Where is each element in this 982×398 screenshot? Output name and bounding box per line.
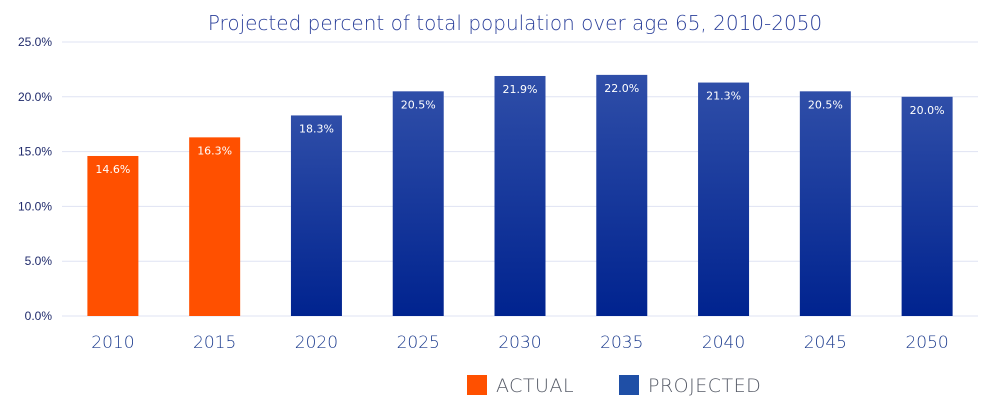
data-label: 20.5%	[401, 98, 436, 111]
data-label: 16.3%	[197, 144, 232, 157]
data-label: 21.9%	[503, 83, 538, 96]
data-label: 21.3%	[706, 90, 741, 103]
legend-swatch-actual	[467, 375, 487, 395]
y-tick-label: 25.0%	[18, 35, 52, 49]
legend-label-projected: PROJECTED	[648, 375, 761, 397]
legend-swatch-projected	[619, 375, 639, 395]
y-axis-ticks: 0.0% 5.0% 10.0% 15.0% 20.0% 25.0%	[18, 35, 52, 323]
data-label: 20.0%	[910, 104, 945, 117]
x-tick-label: 2035	[600, 333, 643, 353]
legend: ACTUAL PROJECTED	[467, 375, 761, 397]
chart-title: Projected percent of total population ov…	[208, 11, 822, 35]
x-tick-label: 2030	[498, 333, 541, 353]
data-label: 20.5%	[808, 98, 843, 111]
x-axis-ticks: 2010 2015 2020 2025 2030 2035 2040 2045 2050	[91, 333, 948, 353]
bar-2030	[494, 75, 546, 316]
bar-2050	[901, 96, 953, 316]
data-label: 18.3%	[299, 122, 334, 135]
bars: 14.6% 16.3% 18.3% 20.5% 21.9% 22.0% 21.3% 20.5%…	[87, 74, 953, 316]
bar-2045	[799, 91, 851, 316]
x-tick-label: 2015	[193, 333, 236, 353]
y-tick-label: 20.0%	[18, 90, 52, 104]
bar-2015	[189, 137, 241, 316]
x-tick-label: 2025	[397, 333, 440, 353]
y-tick-label: 0.0%	[25, 309, 53, 323]
bar-2040	[698, 82, 750, 316]
x-tick-label: 2040	[702, 333, 745, 353]
x-tick-label: 2045	[804, 333, 847, 353]
bar-2010	[87, 155, 139, 316]
bar-2035	[596, 74, 648, 316]
y-tick-label: 10.0%	[18, 199, 52, 213]
data-label: 22.0%	[604, 82, 639, 95]
bar-2025	[392, 91, 444, 316]
x-tick-label: 2020	[295, 333, 338, 353]
bar-2020	[290, 115, 342, 316]
x-tick-label: 2010	[91, 333, 134, 353]
y-tick-label: 15.0%	[18, 145, 52, 159]
legend-label-actual: ACTUAL	[496, 375, 574, 397]
y-tick-label: 5.0%	[25, 254, 53, 268]
data-label: 14.6%	[95, 163, 130, 176]
x-tick-label: 2050	[905, 333, 948, 353]
